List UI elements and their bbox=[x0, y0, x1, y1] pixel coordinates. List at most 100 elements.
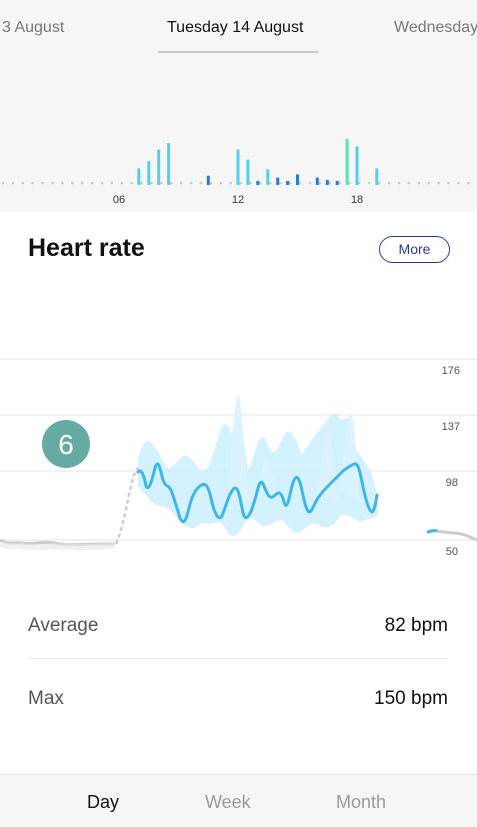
activity-bar bbox=[276, 177, 280, 185]
activity-bar bbox=[355, 146, 359, 185]
timeline-dot bbox=[437, 181, 440, 185]
timeline-dot bbox=[189, 181, 193, 185]
timeline-dot bbox=[249, 181, 252, 185]
timeline-dot bbox=[229, 181, 232, 185]
activity-bar bbox=[206, 175, 210, 185]
activity-bar bbox=[147, 161, 151, 185]
timeline-dot bbox=[51, 181, 54, 185]
timeline-dot bbox=[259, 181, 262, 185]
activity-bar bbox=[325, 179, 329, 185]
timeline-dot bbox=[110, 181, 114, 185]
timeline-dot bbox=[457, 181, 460, 185]
activity-bar bbox=[246, 159, 250, 185]
timeline-dot bbox=[377, 181, 381, 185]
timeline-dot bbox=[61, 181, 64, 185]
timeline-dot bbox=[179, 181, 183, 185]
resting-heart-rate-line-late bbox=[436, 529, 477, 542]
timeline-dot bbox=[348, 181, 351, 185]
tab-day[interactable]: Day bbox=[87, 792, 120, 812]
activity-bar bbox=[335, 180, 339, 185]
heart-rate-chart[interactable]: 176 137 98 50 6 bbox=[0, 340, 477, 570]
timeline-dot bbox=[130, 181, 133, 185]
timeline-dot bbox=[100, 181, 104, 185]
resting-heart-rate-band bbox=[0, 541, 116, 551]
axis-tick-176: 176 bbox=[442, 365, 460, 377]
timeline-dot bbox=[120, 181, 124, 185]
heart-rate-badge[interactable] bbox=[42, 420, 90, 468]
date-navigation: 3 August Tuesday 14 August Wednesday bbox=[0, 0, 477, 54]
timeline-dot bbox=[11, 181, 15, 185]
hour-label-12: 12 bbox=[232, 194, 244, 206]
timeline-dot bbox=[1, 181, 5, 185]
heart-rate-range-band bbox=[138, 413, 378, 536]
activity-bar bbox=[296, 174, 299, 185]
tab-week[interactable]: Week bbox=[205, 792, 251, 812]
activity-chart: 06 12 18 bbox=[1, 139, 470, 206]
previous-date[interactable]: 3 August bbox=[2, 19, 65, 36]
activity-bar bbox=[375, 168, 379, 185]
timeline-dot bbox=[328, 181, 332, 185]
activity-bars bbox=[137, 139, 379, 185]
timeline-dot bbox=[150, 181, 153, 185]
timeline-dot bbox=[71, 181, 74, 185]
timeline-dot bbox=[278, 181, 282, 185]
timeline-dot bbox=[417, 181, 421, 185]
axis-tick-50: 50 bbox=[446, 546, 458, 558]
max-value: 150 bpm bbox=[374, 688, 448, 709]
timeline-dot bbox=[219, 181, 223, 185]
timeline-dot bbox=[170, 181, 173, 185]
timeline-dot bbox=[387, 181, 391, 185]
current-date-indicator bbox=[158, 51, 318, 53]
hour-label-18: 18 bbox=[351, 194, 363, 206]
timeline-dot bbox=[209, 181, 213, 185]
timeline-dot bbox=[288, 181, 292, 185]
max-row: Max 150 bpm bbox=[28, 688, 448, 718]
timeline-dot bbox=[407, 181, 411, 185]
activity-bar bbox=[137, 168, 141, 185]
more-button[interactable]: More bbox=[379, 236, 450, 263]
timeline-dot bbox=[239, 181, 242, 185]
timeline-dot bbox=[308, 181, 312, 185]
timeline-dot bbox=[80, 181, 84, 185]
timeline-dot bbox=[41, 181, 44, 185]
timeline-dot bbox=[140, 181, 143, 185]
heart-rate-title: Heart rate bbox=[28, 234, 145, 262]
activity-bar bbox=[236, 149, 240, 185]
activity-timeline[interactable]: 06 12 18 bbox=[0, 54, 477, 212]
timeline-dot bbox=[199, 181, 203, 185]
activity-bar bbox=[266, 169, 270, 185]
axis-tick-137: 137 bbox=[442, 421, 460, 433]
timeline-dot bbox=[90, 181, 94, 185]
activity-bar bbox=[157, 149, 161, 185]
timeline-dot bbox=[338, 181, 341, 185]
timeline-dot bbox=[298, 181, 302, 185]
average-value: 82 bpm bbox=[384, 615, 448, 636]
heart-rate-badge-number: 6 bbox=[58, 429, 74, 460]
timeline-dot bbox=[427, 181, 431, 185]
activity-bar bbox=[286, 180, 290, 185]
timeline-dot bbox=[160, 181, 163, 185]
timeline-dot bbox=[21, 181, 25, 185]
hour-label-06: 06 bbox=[113, 194, 125, 206]
activity-bar bbox=[315, 177, 319, 185]
stats-divider bbox=[28, 658, 448, 659]
max-label: Max bbox=[28, 688, 64, 709]
timeline-dot bbox=[467, 181, 470, 185]
heart-rate-range-band-top bbox=[228, 395, 360, 500]
timeline-dot bbox=[358, 181, 361, 185]
next-date[interactable]: Wednesday bbox=[394, 19, 477, 36]
average-label: Average bbox=[28, 615, 99, 636]
current-date[interactable]: Tuesday 14 August bbox=[167, 19, 304, 36]
average-row: Average 82 bpm bbox=[28, 615, 448, 645]
timeline-dots bbox=[1, 181, 470, 185]
activity-bar bbox=[345, 139, 349, 185]
timeline-dot bbox=[368, 181, 371, 185]
tab-month[interactable]: Month bbox=[336, 792, 387, 812]
heart-rate-line-late bbox=[426, 529, 439, 534]
heart-rate-line bbox=[136, 462, 379, 524]
timeline-dot bbox=[397, 181, 401, 185]
timeline-dot bbox=[447, 181, 450, 185]
heart-rate-transition-dashed bbox=[114, 466, 139, 545]
activity-bar bbox=[167, 143, 171, 185]
period-tab-bar: Day Week Month bbox=[0, 774, 477, 827]
